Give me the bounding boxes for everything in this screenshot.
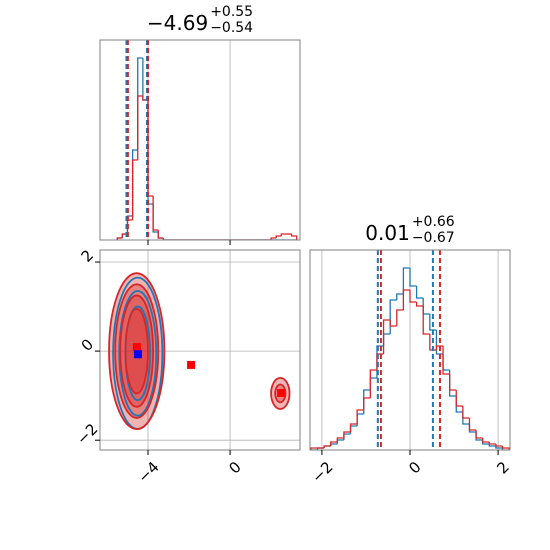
histogram-step <box>415 286 424 299</box>
histogram-step <box>137 57 143 150</box>
histogram-step <box>488 442 496 445</box>
x-tick-label: 0 <box>225 458 244 477</box>
contour-line <box>124 307 149 395</box>
histogram-step <box>448 370 457 397</box>
histogram-step <box>356 409 364 424</box>
title-value: −4.69 <box>147 11 208 35</box>
histogram-step <box>343 433 351 440</box>
histogram-step <box>336 439 344 444</box>
histogram-step <box>157 230 164 239</box>
histogram-step <box>389 320 397 327</box>
histogram-step <box>157 232 164 239</box>
histogram-step <box>422 306 430 335</box>
histogram-step <box>349 425 358 434</box>
histogram-step <box>356 413 364 426</box>
histogram-step <box>475 430 483 439</box>
histogram-step <box>495 446 503 449</box>
histogram-step <box>382 319 391 354</box>
histogram-step <box>442 354 450 371</box>
contour-line <box>119 294 155 408</box>
histogram-step <box>336 437 344 442</box>
histogram-step <box>468 424 477 433</box>
plot-area <box>310 250 510 450</box>
plot-area <box>116 40 298 240</box>
contour-line <box>108 272 166 430</box>
histogram-step <box>409 268 417 287</box>
histogram-step <box>422 298 430 315</box>
histogram-step <box>382 333 391 346</box>
title-upper: +0.66 <box>412 214 455 230</box>
histogram-step <box>290 234 298 240</box>
histogram-step <box>275 235 282 238</box>
x-tick-label: 2 <box>493 458 512 477</box>
histogram-step <box>330 441 338 446</box>
histogram-step <box>330 443 338 446</box>
histogram-step <box>475 432 483 441</box>
histogram-step <box>389 299 397 334</box>
histogram-step <box>323 445 331 448</box>
contour-line <box>274 383 287 404</box>
title-lower: −0.67 <box>412 230 455 246</box>
marker <box>187 360 196 369</box>
histogram-step <box>402 267 410 294</box>
title-value: 0.01 <box>365 221 410 245</box>
x-tick-label: −2 <box>308 458 336 486</box>
plot-area <box>108 272 291 430</box>
histogram-step <box>501 446 510 450</box>
title-upper: +0.55 <box>210 4 253 20</box>
histogram-step <box>409 290 417 303</box>
histogram-step <box>280 233 287 236</box>
contour-line <box>270 376 291 410</box>
histogram-step <box>162 238 169 240</box>
y-tick-label: 2 <box>78 246 97 265</box>
axes-frame <box>99 249 301 451</box>
histogram-step <box>116 237 123 240</box>
histogram-step <box>369 369 377 398</box>
histogram-step <box>343 431 351 438</box>
histogram-step <box>270 237 277 240</box>
x-tick-label: −4 <box>134 458 162 486</box>
histogram-step <box>310 447 318 450</box>
histogram-step <box>396 293 404 300</box>
histogram-step <box>442 346 450 375</box>
histogram-step <box>363 397 371 410</box>
histogram-step <box>396 309 404 326</box>
histogram-step <box>152 196 159 231</box>
histogram-step <box>349 423 358 432</box>
histogram-step <box>448 374 457 391</box>
histogram-step <box>495 444 503 447</box>
histogram-step <box>488 444 496 447</box>
histogram-step <box>455 396 463 413</box>
histogram-step <box>415 302 424 307</box>
histogram-step <box>462 406 470 419</box>
histogram-step <box>482 438 490 443</box>
histogram-step <box>429 314 437 331</box>
histogram-step <box>369 377 377 390</box>
histogram-step <box>455 390 463 407</box>
y-tick-label: 0 <box>78 335 97 354</box>
marker <box>277 388 286 397</box>
contour-line <box>118 290 158 417</box>
histogram-step <box>402 289 410 310</box>
y-tick-label: −2 <box>73 420 101 448</box>
histogram-step <box>429 334 437 351</box>
marker <box>133 350 142 359</box>
histogram-step <box>137 95 143 160</box>
histogram-step <box>152 204 159 233</box>
title-lower: −0.54 <box>210 20 253 36</box>
axes-frame <box>99 39 301 241</box>
histogram-step <box>468 418 477 431</box>
contour-line <box>114 283 160 419</box>
histogram-step <box>501 448 510 450</box>
x-tick-label: 0 <box>405 458 424 477</box>
histogram-step <box>131 159 138 220</box>
histogram-step <box>363 389 371 414</box>
marker <box>132 343 141 352</box>
